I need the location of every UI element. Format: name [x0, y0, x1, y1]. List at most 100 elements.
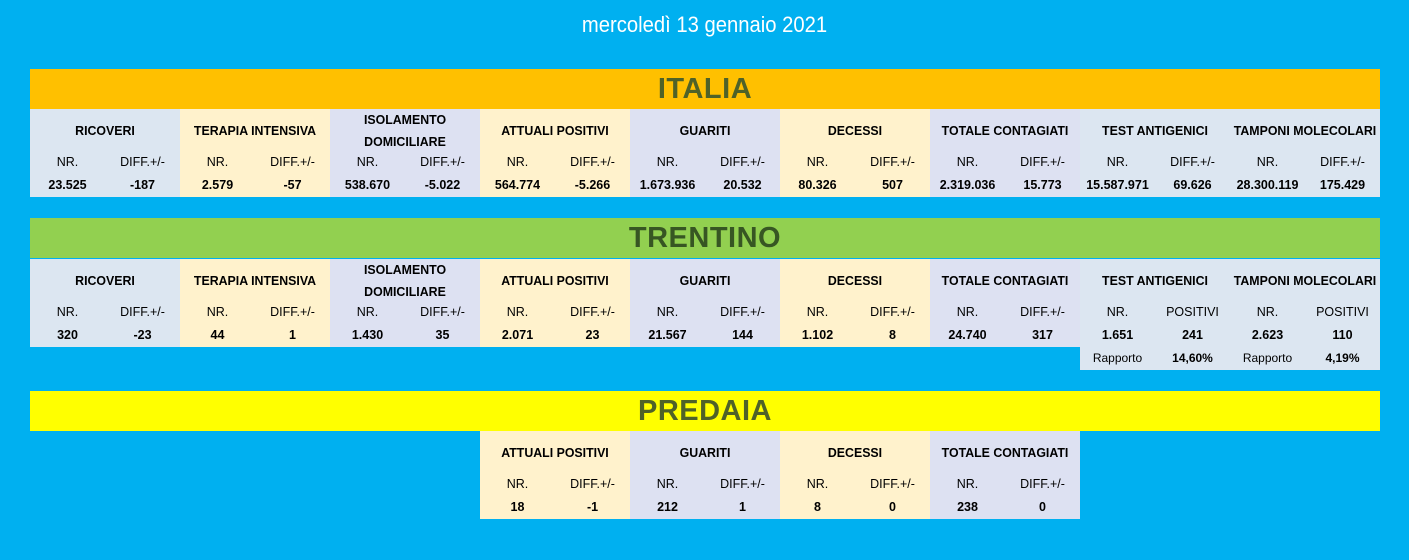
sub-label-diff: DIFF.+/- — [570, 477, 615, 491]
value-diff: 175.429 — [1319, 178, 1366, 192]
value-nr: 1.673.936 — [639, 178, 696, 192]
stat-column: TAMPONI MOLECOLARI NR. POSITIVI 2.623 110 — [1230, 259, 1380, 347]
sub-label-diff: DIFF.+/- — [420, 155, 465, 169]
stat-column: DECESSI NR. DIFF.+/- 80.326 507 — [780, 109, 930, 197]
value-nr: 28.300.119 — [1236, 178, 1299, 192]
column-header: RICOVERI — [75, 273, 135, 288]
column-header: TOTALE CONTAGIATI — [941, 445, 1069, 460]
section-title-trentino: TRENTINO — [30, 218, 1380, 258]
sub-label-nr: NR. — [1256, 305, 1279, 319]
value-diff: 317 — [1032, 328, 1053, 342]
value-nr: 1.651 — [1101, 328, 1134, 342]
sub-label-nr: NR. — [806, 477, 829, 491]
value-nr: 2.319.036 — [939, 178, 996, 192]
sub-label-diff: DIFF.+/- — [1170, 155, 1215, 169]
sub-label-nr: NR. — [1106, 305, 1129, 319]
stat-column: GUARITI NR. DIFF.+/- 21.567 144 — [630, 259, 780, 347]
value-diff: -1 — [586, 500, 599, 514]
sub-label-diff: DIFF.+/- — [120, 305, 165, 319]
column-header: DECESSI — [827, 445, 883, 460]
sub-label-diff: DIFF.+/- — [720, 477, 765, 491]
sub-label-nr: NR. — [656, 477, 679, 491]
sub-label-diff: DIFF.+/- — [570, 155, 615, 169]
value-nr: 15.587.971 — [1086, 178, 1149, 192]
value-diff: 8 — [889, 328, 896, 342]
column-header: ISOLAMENTO DOMICILIARE — [363, 112, 447, 149]
value-diff: -57 — [283, 178, 302, 192]
value-diff: 69.626 — [1173, 178, 1212, 192]
column-header: ATTUALI POSITIVI — [501, 445, 609, 460]
sub-label-nr: NR. — [806, 155, 829, 169]
value-diff: 15.773 — [1023, 178, 1062, 192]
sub-label-nr: NR. — [656, 155, 679, 169]
stat-column: TAMPONI MOLECOLARI NR. DIFF.+/- 28.300.119 1… — [1230, 109, 1380, 197]
sub-label-nr: NR. — [506, 155, 529, 169]
value-diff: 35 — [435, 328, 450, 342]
column-header: ATTUALI POSITIVI — [501, 123, 609, 138]
value-nr: 1.102 — [801, 328, 834, 342]
value-nr: 44 — [210, 328, 225, 342]
stat-column: ISOLAMENTO DOMICILIARE NR. DIFF.+/- 538.670… — [330, 109, 480, 197]
value-diff: 110 — [1332, 328, 1353, 342]
value-nr: 238 — [957, 500, 978, 514]
column-header: TEST ANTIGENICI — [1102, 273, 1208, 288]
sub-label-diff: POSITIVI — [1166, 305, 1219, 319]
sub-label-nr: NR. — [206, 155, 229, 169]
column-header: TAMPONI MOLECOLARI — [1233, 273, 1377, 288]
stat-column: DECESSI NR. DIFF.+/- 8 0 — [780, 431, 930, 519]
stat-column: RICOVERI NR. DIFF.+/- 23.525 -187 — [30, 109, 180, 197]
value-diff: -187 — [129, 178, 156, 192]
sub-label-diff: DIFF.+/- — [720, 305, 765, 319]
value-nr: 80.326 — [798, 178, 837, 192]
stat-column: ATTUALI POSITIVI NR. DIFF.+/- 18 -1 — [480, 431, 630, 519]
column-header: GUARITI — [679, 123, 731, 138]
sub-label-diff: DIFF.+/- — [870, 477, 915, 491]
value-nr: 538.670 — [344, 178, 391, 192]
column-header: TEST ANTIGENICI — [1102, 123, 1208, 138]
sub-label-nr: NR. — [806, 305, 829, 319]
sub-label-nr: NR. — [956, 155, 979, 169]
sub-label-diff: DIFF.+/- — [1020, 155, 1065, 169]
sub-label-nr: NR. — [956, 477, 979, 491]
value-nr: 21.567 — [648, 328, 687, 342]
column-header: GUARITI — [679, 273, 731, 288]
stat-column: TERAPIA INTENSIVA NR. DIFF.+/- 44 1 — [180, 259, 330, 347]
column-header: TERAPIA INTENSIVA — [193, 123, 317, 138]
value-diff: 0 — [889, 500, 896, 514]
sub-label-diff: DIFF.+/- — [270, 155, 315, 169]
value-diff: 144 — [732, 328, 753, 342]
column-header: RICOVERI — [75, 123, 135, 138]
value-nr: 2.579 — [201, 178, 234, 192]
column-header: TOTALE CONTAGIATI — [941, 273, 1069, 288]
column-header: ISOLAMENTO DOMICILIARE — [363, 262, 447, 299]
sub-label-diff: DIFF.+/- — [270, 305, 315, 319]
stat-column: TOTALE CONTAGIATI NR. DIFF.+/- 24.740 317 — [930, 259, 1080, 347]
stat-column: ISOLAMENTO DOMICILIARE NR. DIFF.+/- 1.430 35 — [330, 259, 480, 347]
stat-column: RICOVERI NR. DIFF.+/- 320 -23 — [30, 259, 180, 347]
value-nr: 8 — [814, 500, 821, 514]
sub-label-nr: NR. — [506, 305, 529, 319]
value-nr: 564.774 — [494, 178, 541, 192]
sub-label-nr: NR. — [56, 305, 79, 319]
stat-column: DECESSI NR. DIFF.+/- 1.102 8 — [780, 259, 930, 347]
value-nr: 2.071 — [501, 328, 534, 342]
sub-label-nr: NR. — [506, 477, 529, 491]
sub-label-nr: NR. — [56, 155, 79, 169]
value-nr: 1.430 — [351, 328, 384, 342]
sub-label-diff: DIFF.+/- — [570, 305, 615, 319]
ratio-label-antigenici: Rapporto — [1092, 351, 1143, 365]
value-diff: -5.266 — [574, 178, 611, 192]
stat-column: ATTUALI POSITIVI NR. DIFF.+/- 2.071 23 — [480, 259, 630, 347]
ratio-row: Rapporto 14,60% Rapporto 4,19% — [1080, 347, 1380, 370]
sub-label-nr: NR. — [356, 305, 379, 319]
value-diff: 507 — [882, 178, 903, 192]
column-header: TERAPIA INTENSIVA — [193, 273, 317, 288]
value-nr: 24.740 — [948, 328, 987, 342]
column-header: DECESSI — [827, 273, 883, 288]
section-title-italia: ITALIA — [30, 69, 1380, 109]
sub-label-diff: DIFF.+/- — [870, 305, 915, 319]
section-title-predaia: PREDAIA — [30, 391, 1380, 431]
value-diff: 0 — [1039, 500, 1046, 514]
column-header: TAMPONI MOLECOLARI — [1233, 123, 1377, 138]
value-nr: 18 — [510, 500, 525, 514]
